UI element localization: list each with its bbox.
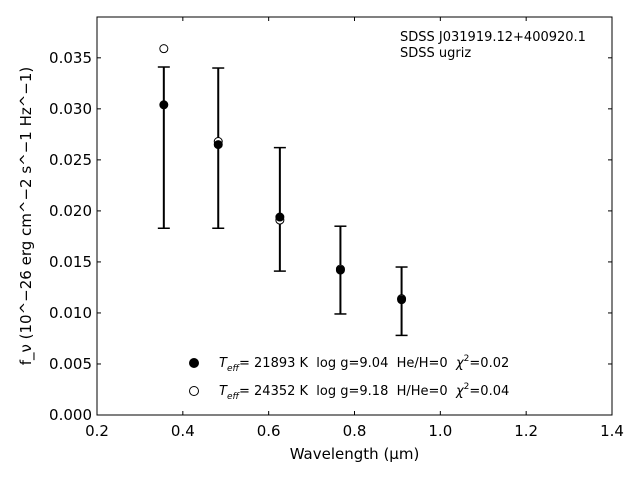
point-filled [397,295,407,305]
point-filled [159,100,169,110]
y-tick-label: 0.030 [49,100,92,118]
y-tick-label: 0.020 [49,202,92,220]
legend-marker-filled [189,358,199,368]
point-filled [213,140,223,150]
x-tick-label: 1.0 [428,422,452,440]
x-axis-label: Wavelength (μm) [290,445,420,463]
x-tick-label: 1.4 [600,422,624,440]
y-tick-label: 0.025 [49,151,92,169]
y-tick-label: 0.035 [49,49,92,67]
data-points [159,44,407,305]
x-tick-label: 0.8 [343,422,367,440]
y-tick-label: 0.010 [49,304,92,322]
annotation-object-name: SDSS J031919.12+400920.1 [400,30,586,45]
y-axis-label: f_ν (10^−26 erg cm^−2 s^−1 Hz^−1) [17,67,36,366]
legend-label-1: Teff= 21893 K log g=9.04 He/H=0 χ2=0.02 [219,354,509,374]
x-tick-label: 0.2 [85,422,109,440]
plot-area [96,16,613,416]
y-tick-label: 0.015 [49,253,92,271]
point-filled [275,212,285,222]
point-open [159,44,169,54]
x-tick-label: 0.6 [257,422,281,440]
legend-marker-open [189,386,199,396]
legend-label-2: Teff= 24352 K log g=9.18 H/He=0 χ2=0.04 [219,382,509,402]
x-tick-label: 1.2 [514,422,538,440]
point-filled [335,265,345,275]
annotation-survey: SDSS ugriz [400,46,471,61]
x-tick-label: 0.4 [171,422,195,440]
y-tick-label: 0.000 [49,406,92,424]
legend: Teff= 21893 K log g=9.04 He/H=0 χ2=0.02 … [189,354,509,402]
y-tick-label: 0.005 [49,355,92,373]
axis-ticks: 0.2 0.4 0.6 0.8 1.0 1.2 1.4 0.000 0.005 0.010 0.01… [49,17,624,440]
